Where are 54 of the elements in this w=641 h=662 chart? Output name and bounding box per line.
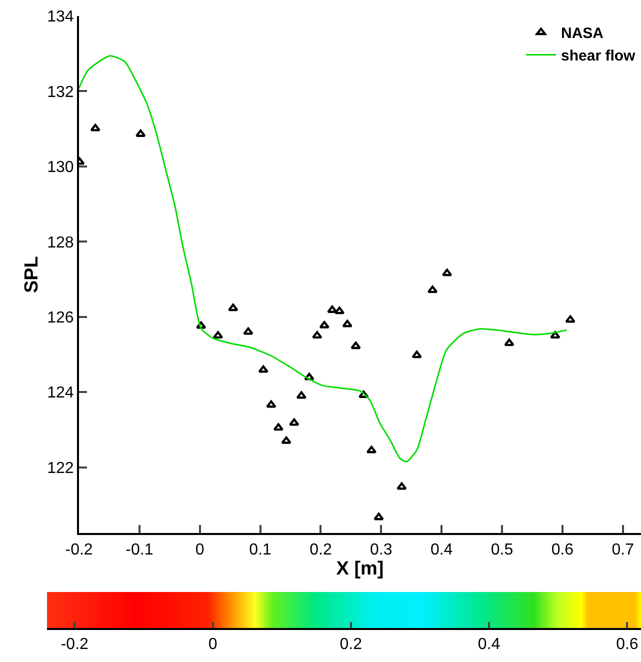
- legend-label: shear flow: [561, 48, 636, 65]
- point: [442, 268, 452, 276]
- x2-tick-label: 0: [208, 636, 218, 654]
- point: [412, 350, 422, 358]
- point: [273, 423, 284, 431]
- point: [196, 321, 206, 329]
- point: [504, 338, 514, 346]
- point: [266, 400, 276, 408]
- x-tick-label: 0: [195, 541, 204, 558]
- x2-tick-label: 0.6: [616, 636, 638, 654]
- point: [281, 436, 292, 444]
- x-tick-label: 0.5: [490, 541, 514, 558]
- x-tick-label: 0.3: [370, 541, 392, 558]
- x-tick-label: 0.6: [551, 541, 574, 558]
- y-tick-label: 130: [47, 159, 74, 176]
- y-tick-label: 124: [47, 384, 74, 402]
- point: [366, 446, 377, 454]
- point: [228, 304, 238, 312]
- x2-tick-label: -0.2: [60, 636, 89, 654]
- point: [334, 306, 345, 314]
- point: [427, 286, 438, 294]
- point: [304, 372, 314, 380]
- point: [243, 327, 254, 335]
- point: [374, 512, 384, 520]
- point: [258, 365, 268, 373]
- x-tick-label: 0.4: [430, 541, 453, 558]
- point: [350, 342, 361, 350]
- point: [342, 320, 352, 328]
- point: [288, 418, 300, 426]
- point: [90, 124, 100, 132]
- y-tick-label: 132: [47, 84, 74, 101]
- x-axis-title: X [m]: [336, 558, 384, 580]
- x-tick-label: 0.7: [612, 541, 634, 558]
- point: [327, 306, 338, 313]
- x2-tick-label: 0.2: [340, 636, 362, 654]
- y-tick-label: 134: [47, 8, 74, 26]
- point: [396, 482, 407, 490]
- point: [565, 315, 576, 323]
- x-tick-label: -0.1: [126, 541, 154, 558]
- y-tick-label: 126: [47, 309, 74, 326]
- x-tick-label: 0.1: [249, 541, 272, 558]
- point: [319, 320, 330, 328]
- point: [550, 331, 560, 339]
- x-tick-label: -0.2: [65, 541, 93, 558]
- legend-label: NASA: [561, 25, 604, 42]
- y-tick-label: 128: [47, 234, 74, 252]
- y-axis-title: SPL: [21, 256, 42, 294]
- x-tick-label: 0.2: [310, 541, 332, 558]
- point: [212, 331, 224, 339]
- x2-tick-label: 0.4: [478, 636, 500, 654]
- point: [312, 331, 322, 339]
- point: [296, 391, 307, 399]
- y-tick-label: 122: [47, 460, 74, 477]
- point: [136, 130, 146, 137]
